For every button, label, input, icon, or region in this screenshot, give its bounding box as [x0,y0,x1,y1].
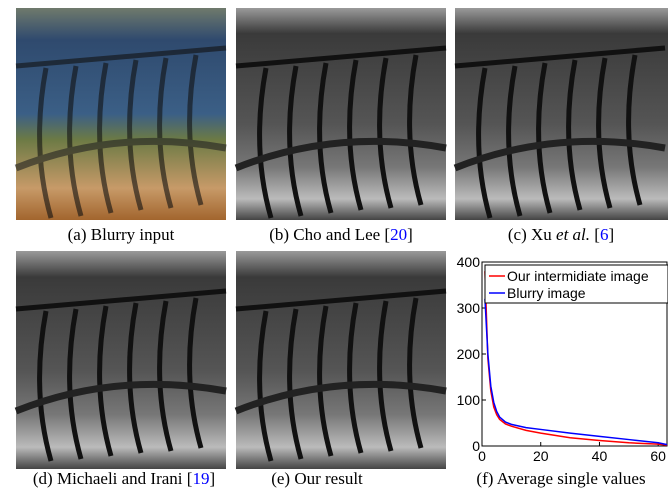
panel-b-image [236,8,446,220]
caption-segment: 20 [390,225,407,244]
caption-segment: 19 [192,469,209,488]
caption: (d) Michaeli and Irani [19] [33,469,215,488]
panel-a-image [16,8,226,220]
caption: (c) Xu et al. [6] [508,225,614,244]
caption-segment: et al. [556,225,590,244]
panel-d-image [16,251,226,469]
caption: (b) Cho and Lee [20] [269,225,413,244]
caption-segment: ] [608,225,614,244]
y-tick-label: 100 [457,392,481,408]
x-tick-label: 20 [533,448,549,464]
y-tick-label: 200 [457,346,481,362]
x-tick-label: 60 [650,448,666,464]
caption-segment: (e) Our result [271,469,363,488]
caption: (a) Blurry input [68,225,175,244]
caption-segment: ] [407,225,413,244]
caption: (f) Average single values [476,469,645,488]
x-tick-label: 40 [592,448,608,464]
caption-segment: (d) Michaeli and Irani [ [33,469,193,488]
caption-segment: (b) Cho and Lee [ [269,225,390,244]
caption-segment: [ [590,225,600,244]
y-tick-label: 300 [457,300,481,316]
legend-label: Our intermidiate image [507,268,649,284]
panel-c-image [455,8,668,220]
panel-e-image [236,251,446,469]
caption-segment: (f) Average single values [476,469,645,488]
figure: (a) Blurry input(b) Cho and Lee [20](c) … [0,0,668,496]
y-tick-label: 400 [457,254,481,270]
caption-segment: (c) Xu [508,225,556,244]
caption-segment: (a) Blurry input [68,225,175,244]
series-line [485,299,667,445]
caption-segment: 6 [600,225,609,244]
x-tick-label: 0 [478,448,486,464]
legend-label: Blurry image [507,285,586,301]
caption: (e) Our result [271,469,363,488]
caption-segment: ] [209,469,215,488]
